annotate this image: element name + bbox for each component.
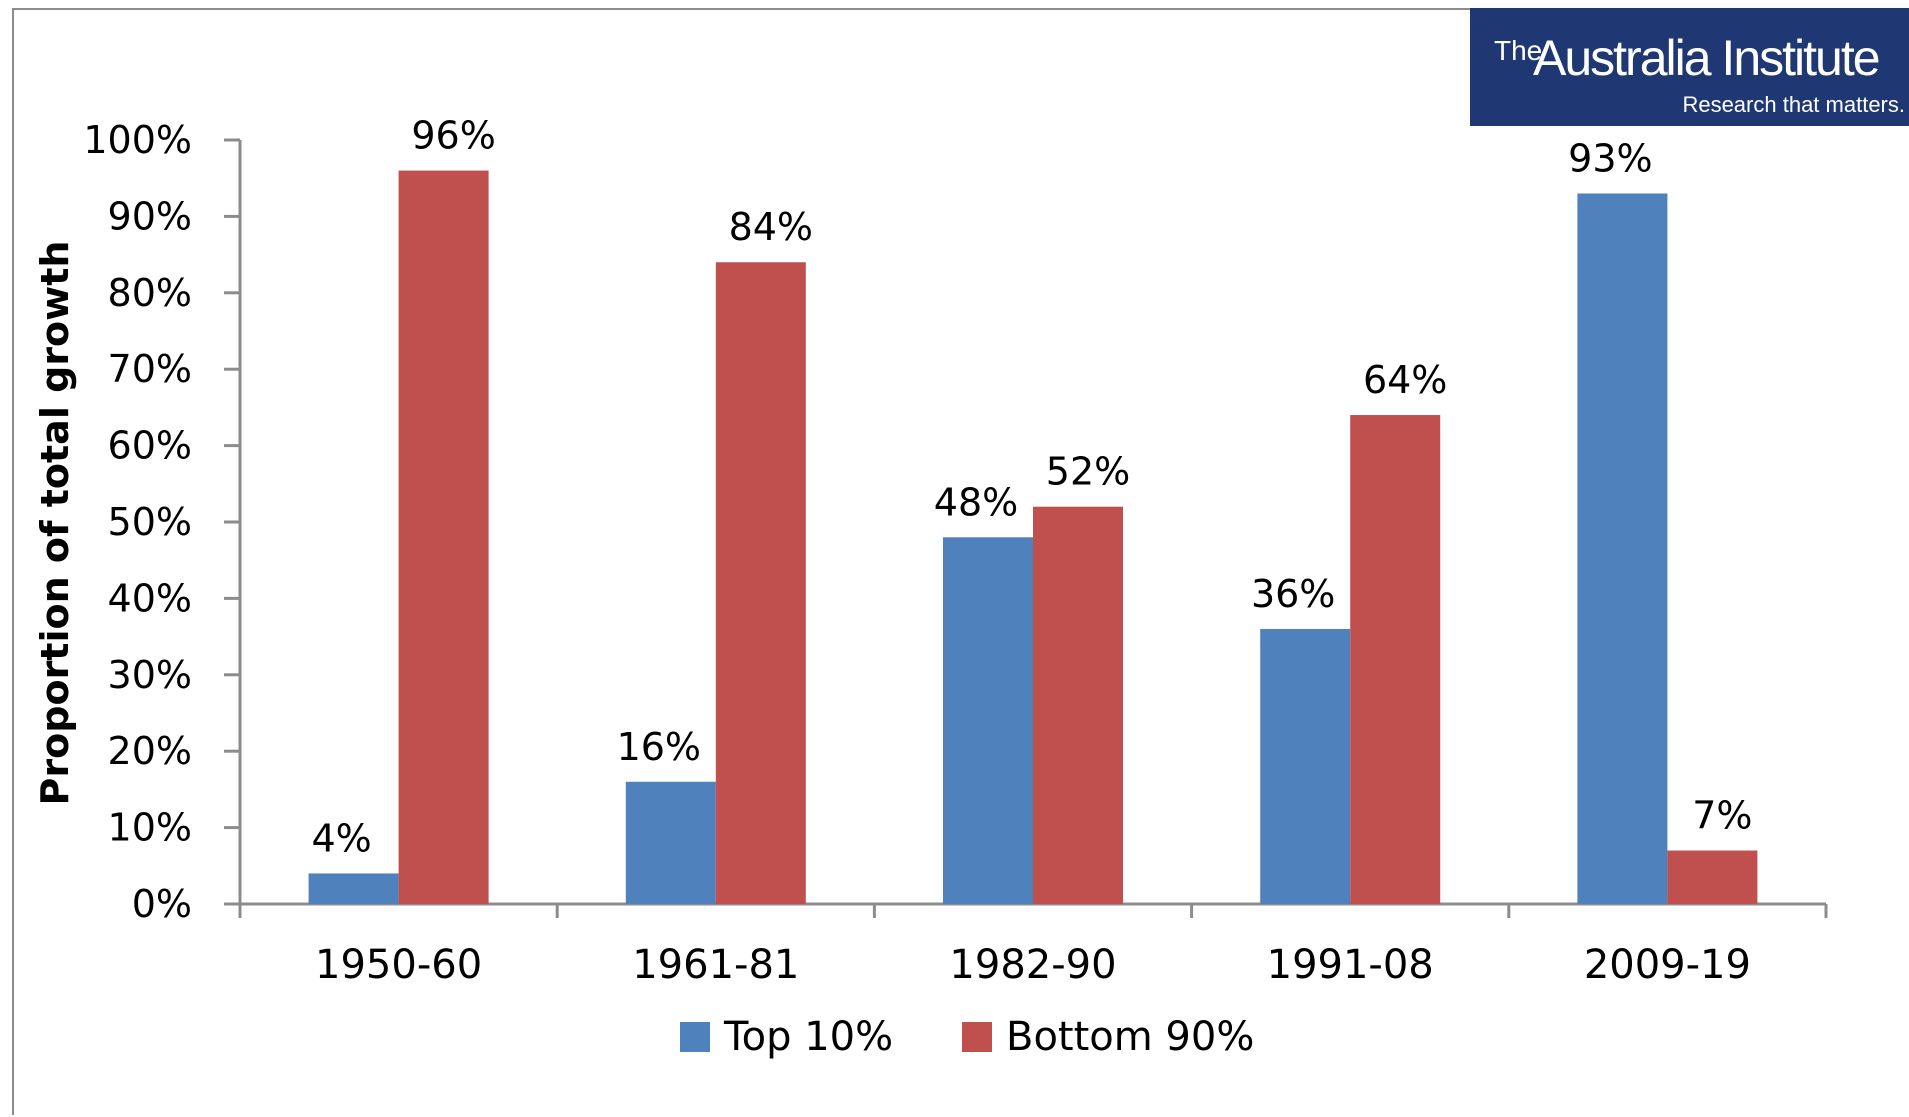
x-category-label: 1961-81 [632,942,799,988]
data-labels: 4% 96% 16% 84% 48% 52% 36% 64% 93% 7% [311,114,1752,861]
bar-top-10 [625,781,716,904]
x-category-label: 2009-19 [1584,942,1751,988]
legend-swatch [962,1022,992,1052]
legend-label: Bottom 90% [1006,1014,1254,1060]
bar-bottom-90 [1667,850,1758,904]
data-label: 96% [411,114,495,158]
y-tick-label: 100% [83,118,192,162]
x-category-label: 1991-08 [1267,942,1434,988]
data-label: 4% [311,816,371,860]
y-tick-label: 60% [108,424,192,468]
y-tick-label: 20% [108,729,192,773]
data-label: 64% [1363,358,1447,402]
legend-swatch [680,1022,710,1052]
bar-bottom-90 [715,262,806,904]
legend-label: Top 10% [723,1014,893,1060]
logo-the: The [1494,35,1542,66]
bar-top-10 [1577,193,1668,905]
x-axis: 1950-60 1961-81 1982-90 1991-08 2009-19 [238,902,1828,988]
chart-frame [12,8,1907,1115]
legend-item: Top 10% [680,1014,893,1060]
y-tick-label: 70% [108,347,192,391]
y-tick-label: 50% [108,500,192,544]
bar-bottom-90 [1350,415,1441,904]
logo-tagline: Research that matters. [1682,92,1905,117]
y-tick-label: 10% [108,806,192,850]
bar-top-10 [308,873,399,904]
legend: Top 10% Bottom 90% [680,1014,1254,1060]
legend-item: Bottom 90% [962,1014,1254,1060]
y-tick-label: 90% [108,194,192,238]
data-label: 36% [1251,572,1335,616]
y-axis: 0% 10% 20% 30% 40% 50% 60% 70% 80% 90% 100% [83,118,242,926]
x-category-label: 1950-60 [315,942,482,988]
data-label: 93% [1568,136,1652,180]
bars [308,170,1758,905]
bar-top-10 [1260,628,1351,904]
bar-top-10 [943,537,1033,904]
y-tick-label: 0% [132,882,192,926]
logo-name: Australia Institute [1533,30,1879,86]
bar-bottom-90 [398,170,489,904]
x-category-label: 1982-90 [949,942,1116,988]
y-tick-label: 80% [108,271,192,315]
data-label: 84% [729,205,813,249]
y-tick-label: 30% [108,653,192,697]
australia-institute-logo: The Australia Institute Research that ma… [1470,8,1909,126]
data-label: 48% [934,480,1018,524]
data-label: 52% [1046,450,1130,494]
y-tick-label: 40% [108,576,192,620]
logo-background [1470,8,1909,126]
data-label: 16% [617,725,701,769]
y-axis-label: Proportion of total growth [33,241,77,806]
bar-bottom-90 [1033,506,1123,904]
data-label: 7% [1692,794,1752,838]
